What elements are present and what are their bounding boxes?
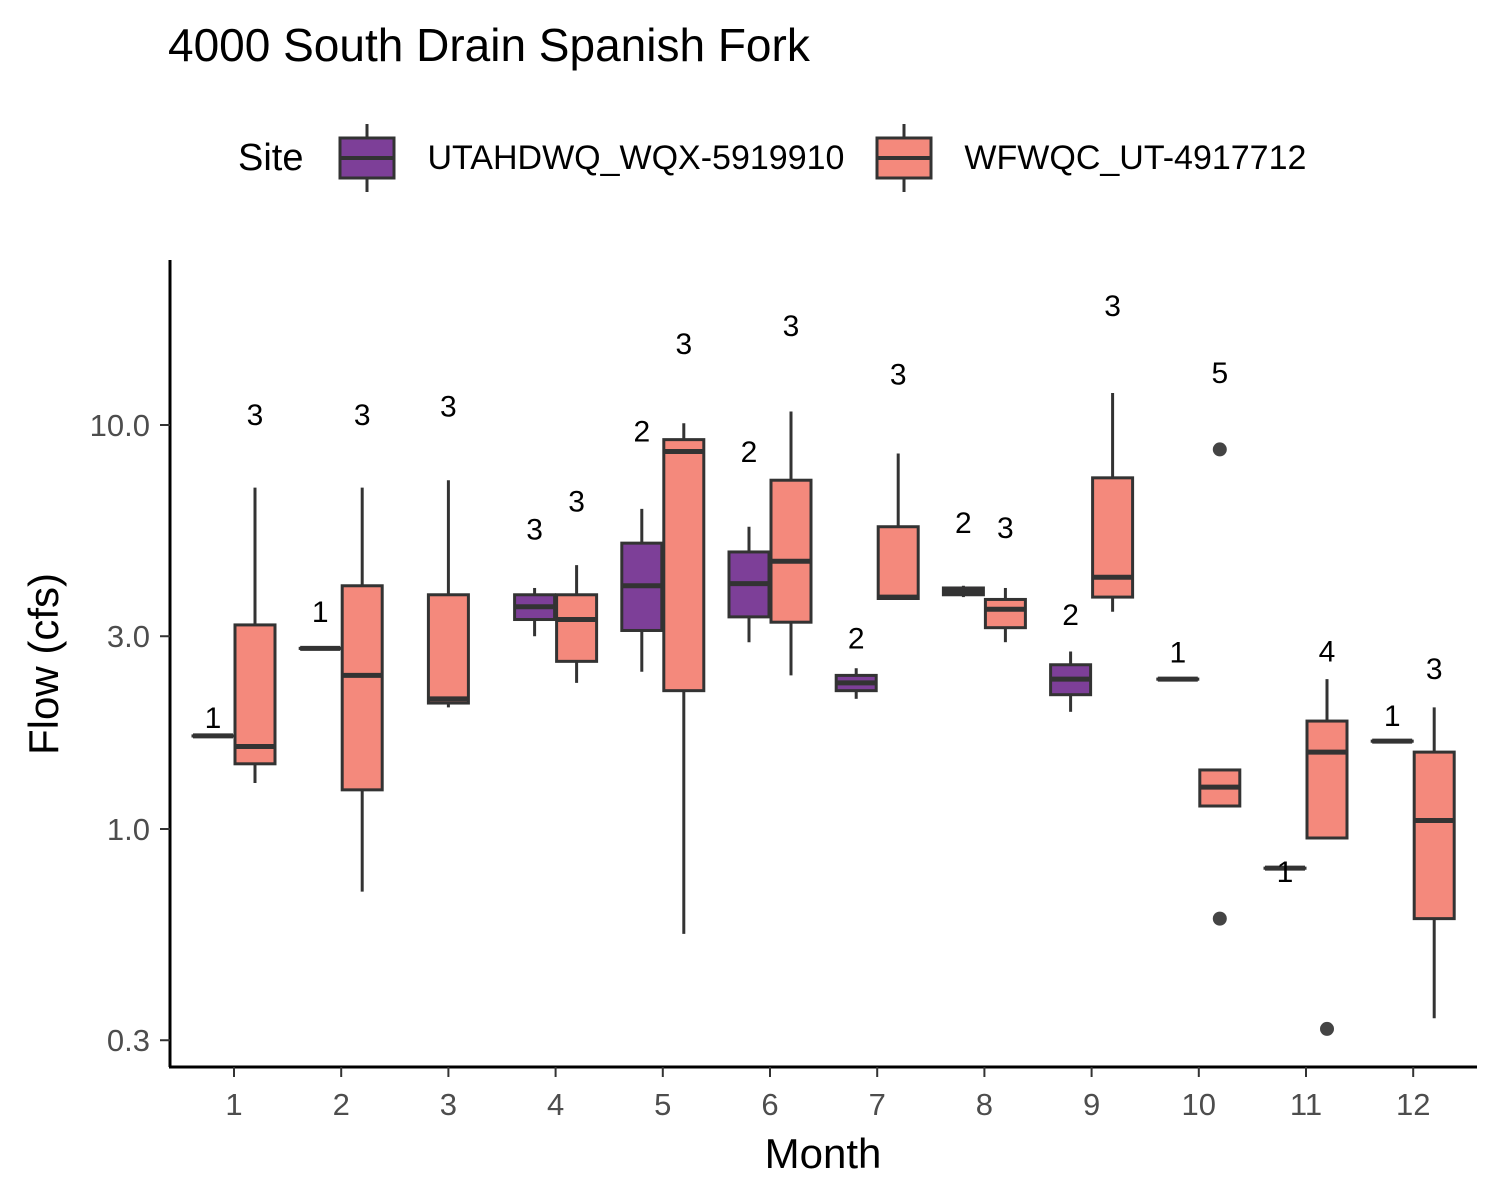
count-label: 3 <box>1426 653 1443 686</box>
box-wfwqc-month-6 <box>769 411 813 676</box>
count-label: 2 <box>741 436 758 469</box>
y-axis-title: Flow (cfs) <box>20 573 67 755</box>
box-body <box>876 525 920 601</box>
x-tick-label: 10 <box>1182 1087 1216 1122</box>
count-label: 1 <box>205 702 222 735</box>
box-wfwqc-month-10 <box>1198 442 1242 926</box>
x-tick-label: 1 <box>225 1087 242 1122</box>
box-body <box>1412 750 1456 921</box>
x-axis-title: Month <box>765 1130 882 1177</box>
box-utahdwq-month-9 <box>1049 651 1093 712</box>
x-tick-label: 4 <box>547 1087 564 1122</box>
legend-title: Site <box>238 136 304 179</box>
count-label: 3 <box>440 390 457 423</box>
legend-label-utahdwq: UTAHDWQ_WQX-5919910 <box>427 138 845 177</box>
outlier-point <box>1212 911 1227 926</box>
box-body <box>233 623 277 766</box>
box-wfwqc-month-12 <box>1412 707 1456 1019</box>
legend-key-utahdwq <box>338 124 396 192</box>
legend-label-wfwqc: WFWQC_UT-4917712 <box>964 138 1307 177</box>
axes-layer: 0.31.03.010.01 2 3 4 5 6 7 8 9 10 11 12 <box>90 260 1477 1122</box>
y-tick-label: 1.0 <box>107 812 150 847</box>
count-label: 3 <box>1104 290 1121 323</box>
legend: Site UTAHDWQ_WQX-5919910 WFWQC_UT-491771… <box>238 120 1336 196</box>
box-body <box>340 584 384 792</box>
count-label: 2 <box>955 507 972 540</box>
legend-item-wfwqc: WFWQC_UT-4917712 <box>874 120 1306 196</box>
count-label: 1 <box>312 596 329 629</box>
box-body <box>769 478 813 624</box>
count-label: 3 <box>783 310 800 343</box>
box-body <box>1305 719 1349 840</box>
count-label: 1 <box>1277 856 1294 889</box>
count-label: 2 <box>633 416 650 449</box>
box-wfwqc-month-11 <box>1305 679 1349 1036</box>
box-body <box>662 438 706 693</box>
box-utahdwq-month-4 <box>513 587 557 637</box>
box-body <box>983 597 1027 630</box>
box-utahdwq-month-6 <box>727 526 771 643</box>
x-tick-label: 5 <box>654 1087 671 1122</box>
x-tick-label: 11 <box>1290 1087 1322 1122</box>
box-utahdwq-month-8 <box>941 585 985 598</box>
x-tick-label: 3 <box>440 1087 457 1122</box>
box-utahdwq-month-5 <box>620 508 664 672</box>
outlier-point <box>1212 442 1227 457</box>
count-label: 3 <box>526 514 543 547</box>
count-label: 3 <box>354 399 371 432</box>
legend-key-wfwqc <box>875 124 933 192</box>
count-label: 3 <box>675 328 692 361</box>
y-tick-label: 3.0 <box>107 619 150 654</box>
x-tick-label: 7 <box>869 1087 886 1122</box>
box-wfwqc-month-4 <box>555 565 599 683</box>
count-label: 1 <box>1384 700 1401 733</box>
box-wfwqc-month-7 <box>876 453 920 601</box>
count-label: 2 <box>1062 599 1079 632</box>
box-utahdwq-month-7 <box>834 668 878 699</box>
x-tick-label: 6 <box>761 1087 778 1122</box>
count-label: 3 <box>890 358 907 391</box>
count-label: 2 <box>848 622 865 655</box>
count-label: 3 <box>997 512 1014 545</box>
box-wfwqc-month-3 <box>426 480 470 708</box>
box-wfwqc-month-9 <box>1091 393 1135 612</box>
boxes-layer <box>191 393 1456 1036</box>
box-wfwqc-month-8 <box>983 587 1027 643</box>
chart-title: 4000 South Drain Spanish Fork <box>168 19 810 71</box>
outlier-point <box>1320 1021 1334 1036</box>
x-tick-label: 9 <box>1083 1087 1100 1122</box>
count-label: 3 <box>568 486 585 519</box>
count-label: 1 <box>1169 637 1186 670</box>
legend-item-utahdwq: UTAHDWQ_WQX-5919910 <box>337 120 844 196</box>
box-body <box>426 593 470 705</box>
box-body <box>555 593 599 663</box>
count-label: 4 <box>1319 635 1336 668</box>
y-tick-label: 0.3 <box>107 1023 150 1058</box>
x-tick-label: 8 <box>976 1087 993 1122</box>
x-tick-label: 12 <box>1396 1087 1430 1122</box>
box-wfwqc-month-5 <box>662 423 706 934</box>
y-tick-label: 10.0 <box>90 408 150 443</box>
box-wfwqc-month-1 <box>233 487 277 783</box>
box-wfwqc-month-2 <box>340 487 384 892</box>
count-label: 3 <box>247 399 264 432</box>
count-label: 5 <box>1211 357 1228 390</box>
x-tick-label: 2 <box>333 1087 350 1122</box>
